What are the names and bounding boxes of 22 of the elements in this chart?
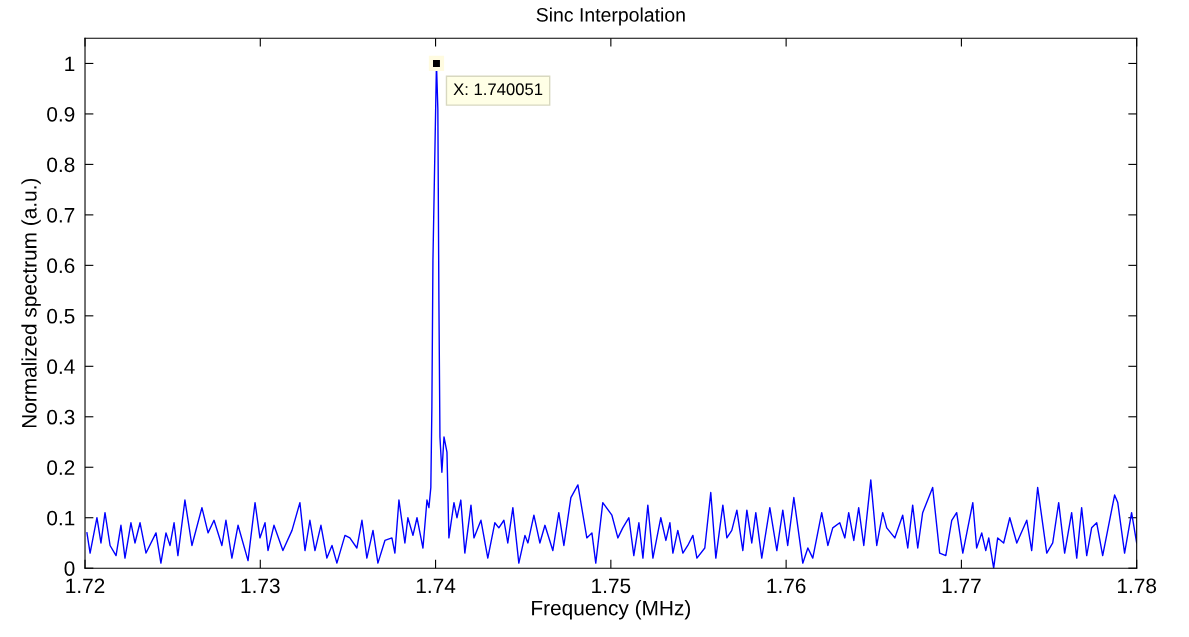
x-tick-label: 1.76	[767, 578, 806, 594]
y-tick-label: 0.7	[47, 207, 75, 223]
y-tick-label: 0.2	[47, 460, 75, 476]
x-tick-label: 1.72	[66, 578, 105, 594]
y-tick-label: 0.5	[47, 308, 75, 324]
y-tick-label: 0.4	[47, 359, 75, 375]
y-axis-title: Normalized spectrum (a.u.)	[21, 178, 41, 428]
y-tick-label: 0.3	[47, 409, 75, 425]
x-axis-title: Frequency (MHz)	[532, 600, 691, 620]
y-tick-label: 0.6	[47, 258, 75, 274]
y-tick-label: 0.9	[47, 106, 75, 122]
x-tick-label: 1.78	[1118, 578, 1157, 594]
x-tick-label: 1.75	[592, 578, 631, 594]
x-tick-label: 1.73	[241, 578, 280, 594]
x-tick-label: 1.77	[942, 578, 981, 594]
y-tick-label: 1	[65, 56, 75, 72]
x-tick-label: 1.74	[416, 578, 456, 594]
y-tick-label: 0.8	[47, 157, 75, 173]
annotation: X: 1.740051	[453, 83, 543, 96]
y-tick-label: 0	[64, 561, 75, 576]
chart-title: Sinc Interpolation	[536, 7, 685, 26]
y-tick-label: 0.1	[47, 510, 75, 526]
